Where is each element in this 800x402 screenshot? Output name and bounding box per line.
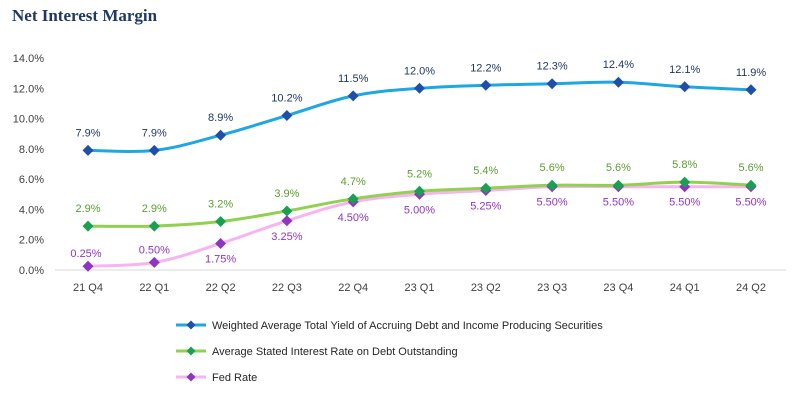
data-label: 12.2% [470,62,501,74]
data-point [745,84,757,96]
data-point [612,179,624,191]
data-point [679,81,691,93]
x-tick-label: 23 Q2 [471,282,501,294]
data-point [148,256,160,268]
data-point [414,82,425,94]
x-tick-label: 22 Q4 [338,282,368,294]
data-point [745,179,757,191]
y-tick-label: 4.0% [19,204,44,216]
data-label: 3.25% [271,231,302,243]
data-point [82,260,94,272]
data-label: 2.9% [142,203,167,215]
x-tick-label: 23 Q3 [537,282,567,294]
data-point [480,79,492,91]
data-label: 2.9% [75,203,100,215]
data-point [215,238,227,249]
y-tick-label: 8.0% [19,144,44,156]
data-point [215,129,227,141]
data-label: 11.5% [338,73,369,85]
legend-marker [186,346,196,356]
data-label: 8.9% [208,112,233,124]
data-point [281,205,293,217]
data-label-layer: 7.9% 7.9% 8.9% 10.2% 11.5% 12.0% 12.2% 12.3% 12.… [70,59,766,265]
data-label: 5.50% [536,197,567,209]
data-label: 5.6% [540,162,565,174]
data-point [347,193,359,205]
data-label: 7.9% [75,127,100,139]
x-tick-label: 23 Q1 [405,282,435,294]
data-label: 0.25% [70,248,101,260]
data-label: 11.9% [736,67,767,79]
legend-entry-1: Average Stated Interest Rate on Debt Out… [176,346,458,358]
data-label: 5.2% [407,168,432,180]
x-tick-label: 23 Q4 [603,282,633,294]
data-label: 5.00% [404,204,435,216]
legend-entry-2: Fed Rate [176,372,257,384]
data-point [612,76,624,88]
data-label: 5.25% [470,201,501,213]
legend-label: Average Stated Interest Rate on Debt Out… [212,346,458,358]
x-tick-label: 21 Q4 [73,282,103,294]
data-label: 4.7% [341,176,366,188]
data-label: 3.9% [274,188,299,200]
data-label: 1.75% [205,254,236,266]
data-point [480,182,492,194]
data-label: 5.8% [672,159,697,171]
data-label: 4.50% [338,212,369,224]
data-label: 5.50% [735,197,766,209]
y-tick-label: 10.0% [13,114,44,126]
data-label: 12.4% [603,59,634,71]
data-point [82,144,94,156]
data-point [347,90,359,102]
data-label: 7.9% [142,127,167,139]
chart-title: Net Interest Margin [12,6,158,25]
y-tick-label: 0.0% [19,265,44,277]
series-layer [82,76,757,272]
data-point [546,78,558,90]
x-tick-label: 24 Q2 [736,282,766,294]
data-label: 10.2% [271,93,302,105]
legend-marker [186,372,196,382]
legend: Weighted Average Total Yield of Accruing… [176,320,603,384]
data-label: 3.2% [208,199,233,211]
legend-entry-0: Weighted Average Total Yield of Accruing… [176,320,603,332]
y-tick-label: 2.0% [19,235,44,247]
data-label: 0.50% [139,244,170,256]
data-label: 5.50% [669,197,700,209]
legend-label: Weighted Average Total Yield of Accruing… [212,320,603,332]
data-point [414,185,425,197]
legend-marker [186,320,196,330]
data-label: 12.3% [536,61,567,73]
y-tick-label: 12.0% [13,83,44,95]
x-tick-label: 22 Q1 [139,282,169,294]
data-point [148,220,160,232]
data-point [281,215,293,227]
data-point [546,179,558,191]
data-label: 5.50% [603,197,634,209]
data-label: 5.6% [606,162,631,174]
data-label: 5.4% [473,165,498,177]
x-tick-label: 24 Q1 [670,282,700,294]
data-point [82,220,94,232]
data-point [148,144,160,156]
data-label: 5.6% [738,162,763,174]
y-tick-label: 14.0% [13,53,44,65]
data-point [281,110,293,122]
axis-layer: 0.0% 2.0% 4.0% 6.0% 8.0% 10.0% 12.0% 14.0% 21 Q4… [13,53,786,294]
legend-label: Fed Rate [212,372,257,384]
x-tick-label: 22 Q3 [272,282,302,294]
data-label: 12.1% [669,64,700,76]
x-tick-label: 22 Q2 [206,282,236,294]
data-point [679,176,691,188]
data-point [215,216,227,228]
y-tick-label: 6.0% [19,174,44,186]
data-label: 12.0% [404,65,435,77]
